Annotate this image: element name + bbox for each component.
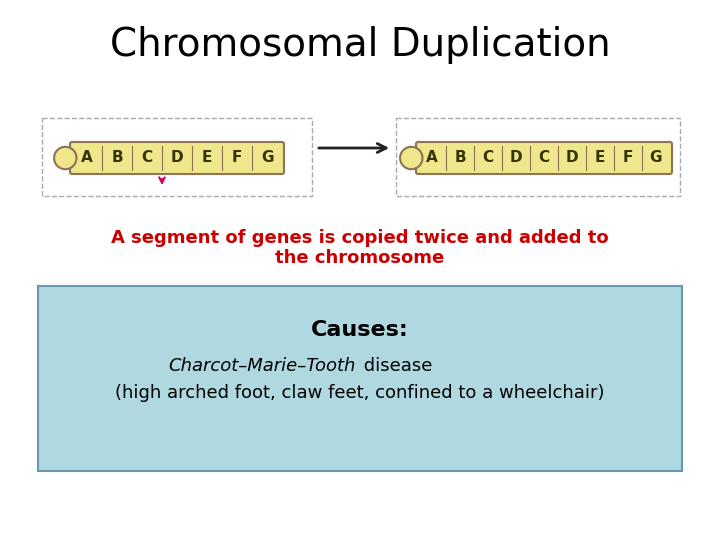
Circle shape [54,147,76,169]
Circle shape [400,147,423,169]
Text: E: E [202,151,212,165]
Text: A: A [81,151,93,165]
Text: the chromosome: the chromosome [275,249,445,267]
Text: Chromosomal Duplication: Chromosomal Duplication [109,26,611,64]
Text: F: F [232,151,242,165]
Text: Causes:: Causes: [311,320,409,340]
FancyBboxPatch shape [416,142,672,174]
Text: (high arched foot, claw feet, confined to a wheelchair): (high arched foot, claw feet, confined t… [115,384,605,402]
Text: B: B [454,151,466,165]
Text: D: D [510,151,522,165]
Text: A segment of genes is copied twice and added to: A segment of genes is copied twice and a… [111,229,609,247]
Text: C: C [539,151,549,165]
FancyBboxPatch shape [70,142,284,174]
Text: Charcot–Marie–Tooth: Charcot–Marie–Tooth [168,357,356,375]
Text: G: G [649,151,662,165]
Text: disease: disease [358,357,433,375]
Text: E: E [595,151,606,165]
Text: A: A [426,151,438,165]
Text: G: G [261,151,274,165]
Text: D: D [171,151,184,165]
Text: C: C [482,151,494,165]
Text: C: C [141,151,153,165]
FancyBboxPatch shape [38,286,682,471]
Text: F: F [623,151,633,165]
Text: D: D [566,151,578,165]
Text: B: B [111,151,123,165]
